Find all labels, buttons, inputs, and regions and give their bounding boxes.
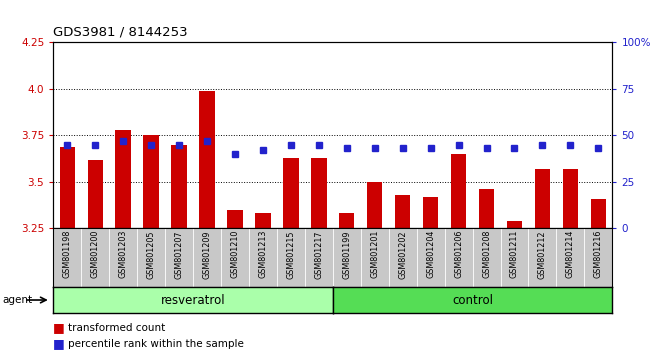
Text: GSM801213: GSM801213 (259, 230, 267, 279)
Bar (451, 154, 466, 354)
Bar (311, 158, 326, 354)
Bar (423, 197, 438, 354)
Text: GSM801214: GSM801214 (566, 230, 575, 279)
Bar (88, 160, 103, 354)
Bar (60, 147, 75, 354)
Bar (227, 210, 242, 354)
Bar (172, 145, 187, 354)
Text: GSM801206: GSM801206 (454, 230, 463, 279)
Bar (563, 169, 578, 354)
Bar (200, 91, 214, 354)
Text: GSM801211: GSM801211 (510, 230, 519, 279)
Text: transformed count: transformed count (68, 322, 165, 332)
Text: GSM801205: GSM801205 (147, 230, 155, 279)
Bar (339, 213, 354, 354)
Bar (507, 221, 522, 354)
Text: GSM801207: GSM801207 (175, 230, 183, 279)
Text: GSM801204: GSM801204 (426, 230, 435, 279)
Text: GSM801201: GSM801201 (370, 230, 379, 279)
Text: GSM801199: GSM801199 (343, 230, 351, 279)
Bar (535, 169, 550, 354)
Text: GSM801217: GSM801217 (315, 230, 323, 279)
Text: GSM801203: GSM801203 (119, 230, 127, 279)
Text: ■: ■ (53, 321, 65, 334)
Text: agent: agent (2, 295, 32, 305)
Bar (367, 182, 382, 354)
Text: GSM801210: GSM801210 (231, 230, 239, 279)
Text: GSM801212: GSM801212 (538, 230, 547, 279)
Text: GSM801208: GSM801208 (482, 230, 491, 279)
Bar (255, 213, 270, 354)
Bar (144, 135, 159, 354)
Bar (479, 189, 494, 354)
Text: GSM801202: GSM801202 (398, 230, 407, 279)
Bar (283, 158, 298, 354)
Text: GSM801198: GSM801198 (63, 230, 72, 279)
Bar (591, 199, 606, 354)
Text: GSM801216: GSM801216 (594, 230, 603, 279)
Text: control: control (452, 293, 493, 307)
Bar (116, 130, 131, 354)
Text: resveratrol: resveratrol (161, 293, 226, 307)
Text: GDS3981 / 8144253: GDS3981 / 8144253 (53, 26, 188, 39)
Text: percentile rank within the sample: percentile rank within the sample (68, 339, 244, 349)
Text: GSM801215: GSM801215 (287, 230, 295, 279)
Text: GSM801200: GSM801200 (91, 230, 99, 279)
Text: ■: ■ (53, 337, 65, 350)
Text: GSM801209: GSM801209 (203, 230, 211, 279)
Bar (395, 195, 410, 354)
